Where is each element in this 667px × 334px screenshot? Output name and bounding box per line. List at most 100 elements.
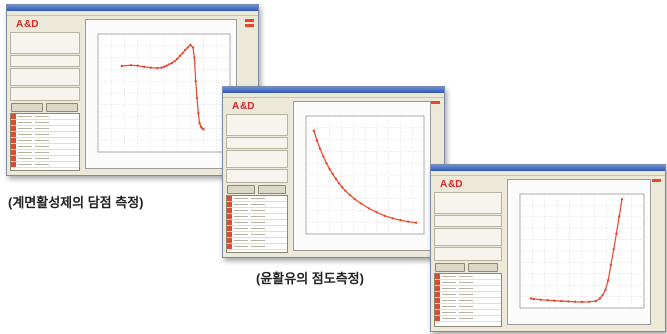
data-point (312, 129, 316, 132)
data-point (391, 217, 394, 220)
data-point (331, 172, 334, 176)
measurement-mode-group[interactable] (434, 192, 502, 214)
data-point (546, 299, 549, 302)
data-point (318, 147, 322, 151)
data-point (176, 57, 179, 61)
and-logo: A &D (232, 101, 254, 111)
recording-mode-group[interactable] (10, 55, 80, 67)
table-row[interactable] (11, 150, 79, 156)
viscosity-temperature-chart (305, 115, 425, 235)
table-row[interactable] (11, 162, 79, 168)
measurement-mode-group[interactable] (10, 32, 80, 54)
app-window-lubricant-viscosity[interactable]: A &D (222, 86, 445, 258)
data-point (567, 300, 570, 303)
data-point (315, 139, 319, 142)
stop-button[interactable] (468, 263, 498, 272)
legend-tag (651, 177, 663, 191)
table-row[interactable] (227, 196, 287, 202)
temperature-unit-group[interactable] (226, 150, 288, 168)
table-row[interactable] (11, 144, 79, 150)
chart-area[interactable] (507, 179, 651, 325)
menu-bar[interactable] (431, 171, 665, 176)
table-row[interactable] (435, 292, 501, 298)
data-point (129, 63, 133, 67)
data-point (199, 125, 203, 128)
stop-button[interactable] (46, 103, 78, 112)
condition-select[interactable] (10, 87, 80, 101)
window-titlebar[interactable] (7, 5, 258, 11)
table-row[interactable] (11, 138, 79, 144)
data-table[interactable] (434, 273, 502, 327)
table-row[interactable] (11, 126, 79, 132)
chart-area[interactable] (293, 101, 431, 251)
app-window-cloud-point[interactable]: A &D (6, 4, 259, 176)
temperature-unit-group[interactable] (434, 228, 502, 246)
data-point (612, 248, 615, 251)
temperature-unit-group[interactable] (10, 68, 80, 86)
start-button[interactable] (227, 185, 255, 194)
table-row[interactable] (435, 310, 501, 316)
table-row[interactable] (227, 202, 287, 208)
caption-surfactant-cloud-point: (계면활성제의 담점 측정) (8, 195, 144, 210)
data-point (325, 162, 328, 165)
table-row[interactable] (11, 132, 79, 138)
table-row[interactable] (227, 238, 287, 244)
table-row[interactable] (435, 280, 501, 286)
table-row[interactable] (227, 208, 287, 214)
table-row[interactable] (11, 120, 79, 126)
app-window-oil-viscosity[interactable]: A &D (430, 164, 666, 332)
data-point (383, 214, 386, 218)
window-titlebar[interactable] (223, 87, 444, 93)
data-point (573, 300, 577, 303)
data-point (594, 299, 597, 303)
window-titlebar[interactable] (431, 165, 665, 171)
control-panel: A &D (224, 99, 290, 253)
data-point (367, 207, 371, 210)
data-point (189, 43, 192, 47)
table-row[interactable] (435, 286, 501, 292)
table-row[interactable] (227, 226, 287, 232)
start-button[interactable] (435, 263, 465, 272)
table-row[interactable] (435, 298, 501, 304)
measurement-mode-group[interactable] (226, 114, 288, 136)
data-table[interactable] (226, 195, 288, 253)
data-point (170, 61, 174, 65)
table-row[interactable] (227, 244, 287, 250)
data-point (353, 197, 356, 201)
stop-button[interactable] (258, 185, 286, 194)
table-row[interactable] (435, 316, 501, 322)
data-point (195, 96, 199, 100)
menu-bar[interactable] (7, 11, 258, 16)
table-row[interactable] (227, 232, 287, 238)
recording-mode-group[interactable] (226, 137, 288, 149)
table-row[interactable] (227, 214, 287, 220)
data-point (407, 220, 410, 223)
data-point (340, 186, 344, 189)
data-point (160, 66, 163, 69)
table-row[interactable] (11, 114, 79, 120)
chart-area[interactable] (85, 19, 237, 169)
menu-bar[interactable] (223, 93, 444, 98)
data-point (193, 56, 196, 59)
start-button[interactable] (11, 103, 43, 112)
data-point (191, 46, 195, 49)
data-table[interactable] (10, 113, 80, 171)
legend-tag (244, 17, 256, 31)
and-logo: A &D (16, 19, 38, 29)
recording-mode-group[interactable] (434, 215, 502, 227)
svg-text:A: A (440, 179, 447, 189)
data-point (178, 54, 182, 58)
table-row[interactable] (435, 274, 501, 280)
table-row[interactable] (435, 304, 501, 310)
table-row[interactable] (11, 156, 79, 162)
data-point (375, 211, 378, 214)
table-row[interactable] (227, 220, 287, 226)
data-point (601, 293, 604, 297)
condition-select[interactable] (434, 247, 502, 261)
condition-select[interactable] (226, 169, 288, 183)
plot-frame (305, 115, 425, 235)
data-point (399, 219, 402, 222)
and-logo: A &D (440, 179, 462, 189)
viscosity-temperature-chart (97, 33, 231, 153)
